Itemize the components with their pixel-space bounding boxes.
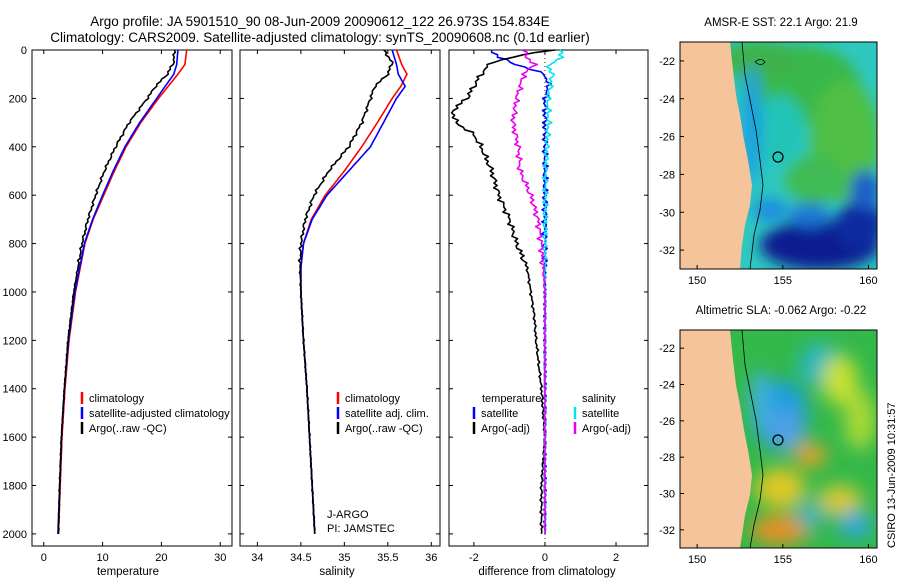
map-x-tick-label: 150 bbox=[688, 554, 706, 566]
map-y-tick-label: -32 bbox=[659, 525, 675, 537]
difference-legend: temperature satellite Argo(-adj) salinit… bbox=[472, 393, 631, 435]
x-tick-label: 10 bbox=[96, 552, 108, 564]
salinity-legend: climatology satellite adj. clim. Argo(..… bbox=[327, 392, 429, 535]
x-tick-label: 2 bbox=[613, 552, 619, 564]
map-y-tick-label: -24 bbox=[659, 94, 675, 106]
annotation-jargo: J-ARGO bbox=[327, 509, 369, 521]
x-tick-label: 34 bbox=[251, 552, 263, 564]
map-x-tick-label: 160 bbox=[859, 275, 877, 287]
x-tick-label: 0 bbox=[542, 552, 548, 564]
header-line2: Climatology: CARS2009. Satellite-adjuste… bbox=[50, 30, 590, 45]
annotation-pi: PI: JAMSTEC bbox=[327, 523, 395, 535]
sst-argo-marker bbox=[772, 151, 784, 163]
y-tick-label: 800 bbox=[9, 239, 27, 251]
salinity-axes bbox=[239, 49, 441, 547]
difference-xlabel: difference from climatology bbox=[478, 566, 615, 578]
x-tick-label: 30 bbox=[214, 552, 226, 564]
y-tick-label: 0 bbox=[21, 45, 27, 57]
sla-isobath bbox=[741, 330, 764, 548]
map-x-tick-label: 160 bbox=[859, 554, 877, 566]
header-line1: Argo profile: JA 5901510_90 08-Jun-2009 … bbox=[90, 14, 550, 29]
map-x-tick-label: 150 bbox=[688, 275, 706, 287]
legend-label-argo: Argo(..raw -QC) bbox=[345, 423, 423, 435]
map-y-tick-label: -28 bbox=[659, 452, 675, 464]
sst-map: 150 155 160 -22 -24 -26 -28 -30 -32 bbox=[659, 41, 878, 287]
y-tick-label: 400 bbox=[9, 142, 27, 154]
y-tick-label: 1400 bbox=[3, 384, 27, 396]
x-tick-label: 0 bbox=[41, 552, 47, 564]
temperature-legend: climatology satellite-adjusted climatolo… bbox=[80, 392, 230, 435]
y-tick-label: 200 bbox=[9, 93, 27, 105]
y-tick-label: 1800 bbox=[3, 481, 27, 493]
series-line-argo-raw-qc- bbox=[297, 49, 394, 534]
map-x-tick-label: 155 bbox=[774, 554, 792, 566]
series-line-argo-raw-qc- bbox=[57, 49, 176, 534]
x-tick-label: 35.5 bbox=[377, 552, 398, 564]
x-tick-label: 35 bbox=[338, 552, 350, 564]
x-tick-label: 20 bbox=[155, 552, 167, 564]
legend-label-tsat: satellite bbox=[481, 408, 518, 420]
map-y-tick-label: -22 bbox=[659, 343, 675, 355]
series-line-salinity-argo-adj- bbox=[510, 49, 548, 535]
y-tick-label: 1600 bbox=[3, 432, 27, 444]
map-y-tick-label: -28 bbox=[659, 169, 675, 181]
temperature-panel: 0 10 20 30 0 200 400 600 800 1000 1200 1400 1600 1800… bbox=[3, 45, 233, 564]
sla-argo-marker bbox=[772, 434, 784, 446]
legend-label-ssat: satellite bbox=[582, 408, 619, 420]
x-tick-label: -2 bbox=[469, 552, 479, 564]
legend-label-sargo: Argo(-adj) bbox=[582, 423, 631, 435]
y-tick-label: 2000 bbox=[3, 529, 27, 541]
temperature-xlabel: temperature bbox=[97, 566, 159, 578]
temperature-axes bbox=[31, 49, 233, 547]
sla-land bbox=[680, 330, 752, 548]
x-tick-label: 34.5 bbox=[290, 552, 311, 564]
sst-map-title: AMSR-E SST: 22.1 Argo: 21.9 bbox=[704, 17, 858, 29]
map-y-tick-label: -26 bbox=[659, 132, 675, 144]
sla-map-title: Altimetric SLA: -0.062 Argo: -0.22 bbox=[695, 305, 867, 317]
sst-isobath bbox=[741, 42, 764, 269]
legend-label-clim: climatology bbox=[89, 393, 145, 405]
y-tick-label: 1200 bbox=[3, 335, 27, 347]
y-tick-label: 1000 bbox=[3, 287, 27, 299]
legend-label-argo: Argo(..raw -QC) bbox=[89, 423, 167, 435]
legend-label-clim: climatology bbox=[345, 393, 401, 405]
map-y-tick-label: -24 bbox=[659, 380, 675, 392]
difference-panel: -2 0 2 bbox=[448, 49, 649, 564]
legend-head-temperature: temperature bbox=[482, 393, 541, 405]
legend-label-targo: Argo(-adj) bbox=[481, 423, 530, 435]
map-y-tick-label: -30 bbox=[659, 207, 675, 219]
sst-land bbox=[680, 42, 752, 269]
series-line-temperature-argo-adj- bbox=[450, 49, 556, 535]
y-tick-label: 600 bbox=[9, 190, 27, 202]
legend-head-salinity: salinity bbox=[582, 393, 616, 405]
salinity-panel: 34 34.5 35 35.5 36 bbox=[239, 49, 441, 564]
map-y-tick-label: -30 bbox=[659, 489, 675, 501]
salinity-xlabel: salinity bbox=[319, 566, 354, 578]
legend-label-sat: satellite adj. clim. bbox=[345, 408, 429, 420]
x-tick-label: 36 bbox=[425, 552, 437, 564]
map-y-tick-label: -32 bbox=[659, 245, 675, 257]
sla-map: 150 155 160 -22 -24 -26 -28 -30 -32 bbox=[659, 329, 878, 566]
map-y-tick-label: -22 bbox=[659, 56, 675, 68]
sst-frame bbox=[679, 41, 878, 270]
sla-frame bbox=[679, 329, 878, 549]
map-x-tick-label: 155 bbox=[774, 275, 792, 287]
legend-label-sat: satellite-adjusted climatology bbox=[89, 408, 230, 420]
map-y-tick-label: -26 bbox=[659, 416, 675, 428]
